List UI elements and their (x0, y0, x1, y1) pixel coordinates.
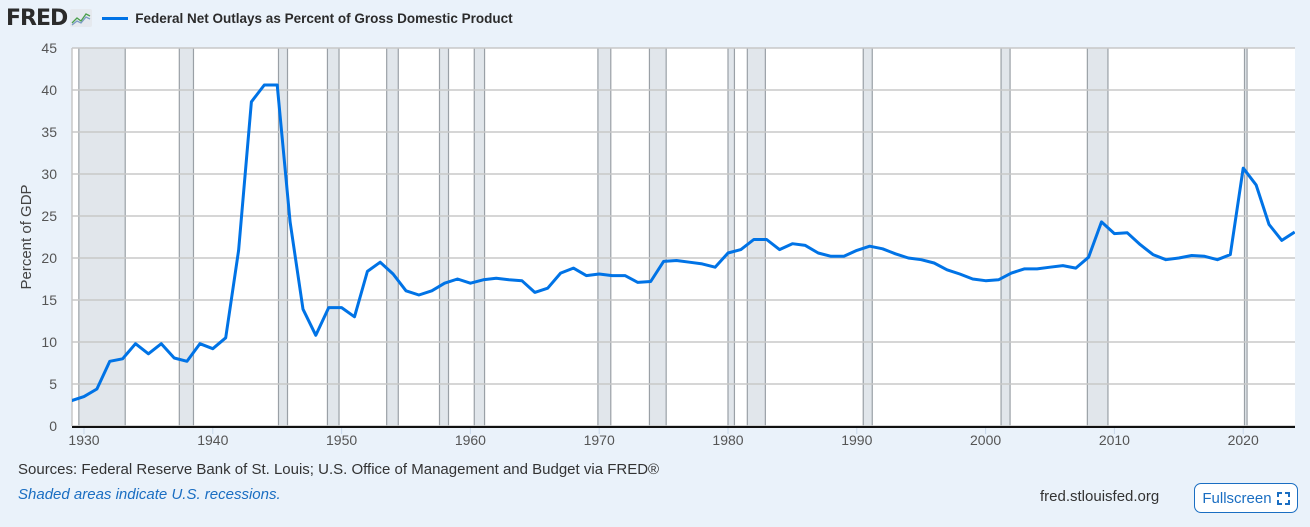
y-tick-label: 45 (41, 40, 57, 56)
x-tick-label: 1950 (326, 432, 357, 448)
fullscreen-icon (1276, 491, 1290, 505)
y-tick-label: 10 (41, 334, 57, 350)
chart-header: FRED Federal Net Outlays as Percent of G… (6, 4, 513, 32)
recession-band (78, 48, 126, 426)
recession-band (327, 48, 340, 426)
recession-note: Shaded areas indicate U.S. recessions. (18, 486, 281, 503)
series-line (72, 83, 1295, 403)
x-tick-label: 2010 (1099, 432, 1130, 448)
y-tick-label: 35 (41, 124, 57, 140)
recession-band (649, 48, 667, 426)
recession-band (1244, 48, 1248, 426)
y-tick-label: 20 (41, 250, 57, 266)
x-tick-label: 1930 (68, 432, 99, 448)
x-tick-label: 1940 (197, 432, 228, 448)
recession-band (179, 48, 194, 426)
sources-text: Sources: Federal Reserve Bank of St. Lou… (18, 461, 660, 478)
y-tick-label: 15 (41, 292, 57, 308)
legend-swatch (102, 16, 129, 20)
recession-band (474, 48, 485, 426)
fullscreen-label: Fullscreen (1202, 489, 1272, 507)
recession-band (439, 48, 449, 426)
recession-band (597, 48, 611, 426)
y-axis-label: Percent of GDP (18, 184, 35, 289)
x-tick-label: 1980 (712, 432, 743, 448)
y-tick-label: 0 (49, 418, 57, 434)
recession-band (386, 48, 399, 426)
recession-band (863, 48, 873, 426)
x-axis-ticks: 1930 1940 1950 1960 1970 1980 1990 2000 2010 2020 (68, 426, 1259, 448)
x-tick-label: 1990 (841, 432, 872, 448)
legend-label[interactable]: Federal Net Outlays as Percent of Gross … (135, 10, 513, 26)
chart-logo-icon (70, 9, 93, 27)
site-url[interactable]: fred.stlouisfed.org (1040, 488, 1160, 505)
recession-band (747, 48, 766, 426)
y-tick-label: 30 (41, 166, 57, 182)
y-axis-ticks: 0 5 10 15 20 25 30 35 40 45 (41, 40, 57, 434)
x-tick-label: 1960 (455, 432, 486, 448)
recession-bands (78, 48, 1248, 426)
y-tick-label: 25 (41, 208, 57, 224)
recession-band (1001, 48, 1011, 426)
x-tick-label: 1970 (584, 432, 615, 448)
recession-band (278, 48, 288, 426)
fred-logo[interactable]: FRED (6, 5, 68, 31)
recession-band (728, 48, 735, 426)
y-tick-label: 40 (41, 82, 57, 98)
x-tick-label: 2000 (970, 432, 1001, 448)
plot-background (72, 48, 1295, 426)
x-tick-label: 2020 (1228, 432, 1259, 448)
recession-band (1087, 48, 1108, 426)
fullscreen-button[interactable]: Fullscreen (1194, 483, 1298, 513)
y-tick-label: 5 (49, 376, 57, 392)
